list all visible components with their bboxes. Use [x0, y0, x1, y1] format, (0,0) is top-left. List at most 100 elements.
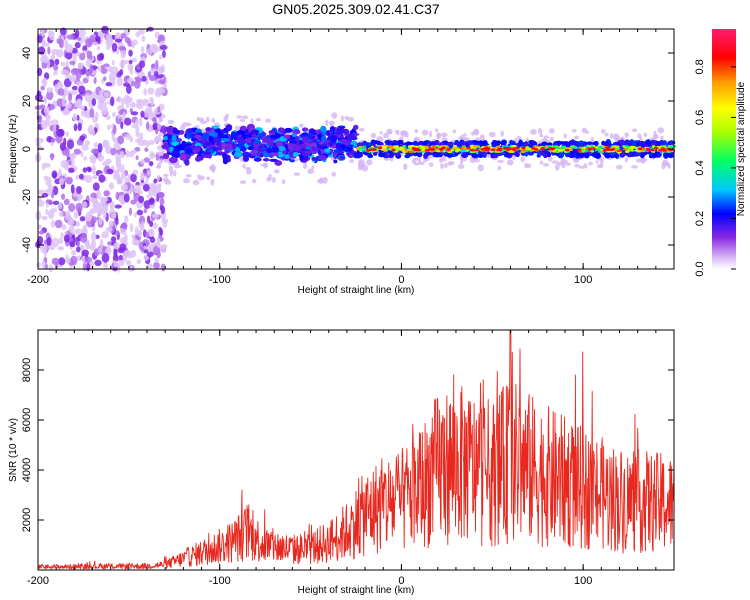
haze-blob: [250, 118, 254, 124]
haze-blob: [180, 124, 186, 131]
haze-blob: [500, 130, 504, 137]
haze-blob: [600, 129, 606, 134]
noise-blob: [82, 45, 88, 52]
noise-blob: [129, 223, 134, 233]
haze-blob: [609, 132, 613, 139]
band-blob: [241, 133, 247, 139]
noise-blob: [58, 38, 64, 48]
noise-blob: [65, 51, 73, 60]
band-blob: [175, 144, 184, 151]
noise-blob: [52, 200, 60, 206]
haze-blob: [452, 129, 457, 134]
band-blob: [292, 152, 299, 157]
colorbar-tick-label: 0.4: [694, 160, 706, 175]
band-blob: [439, 142, 446, 147]
noise-blob: [36, 261, 41, 268]
noise-blob: [136, 259, 142, 265]
noise-blob: [133, 184, 142, 194]
spectrogram-xtick-label: 0: [398, 274, 404, 286]
noise-blob: [76, 185, 82, 195]
noise-blob: [53, 64, 59, 71]
noise-blob: [84, 140, 91, 146]
noise-blob: [96, 189, 101, 200]
band-blob: [546, 152, 552, 158]
haze-blob: [590, 136, 594, 143]
band-blob: [635, 142, 640, 148]
noise-blob: [51, 257, 60, 266]
noise-blob: [120, 97, 125, 108]
noise-blob: [82, 167, 88, 173]
noise-blob: [91, 165, 97, 175]
noise-blob: [45, 176, 52, 187]
spectrogram-signal-band: [161, 123, 677, 166]
colorbar: 0.0 0.2 0.4 0.6 0.8 Normalized spectral ampl…: [694, 29, 747, 277]
band-peak: [521, 146, 526, 150]
band-blob: [330, 135, 338, 142]
band-core: [511, 144, 517, 148]
band-core: [451, 146, 458, 150]
noise-blob: [79, 216, 86, 222]
noise-blob: [159, 244, 166, 253]
haze-blob: [657, 127, 665, 134]
colorbar-label: Normalized spectral amplitude: [736, 81, 747, 216]
noise-blob: [34, 94, 43, 102]
haze-blob: [251, 178, 257, 184]
band-blob: [202, 142, 207, 149]
noise-blob: [97, 142, 103, 153]
noise-blob: [85, 70, 91, 77]
band-blob: [205, 127, 212, 132]
haze-blob: [551, 160, 559, 164]
band-blob: [216, 151, 225, 156]
band-blob: [194, 134, 202, 139]
noise-blob: [120, 121, 124, 130]
noise-blob: [140, 46, 145, 54]
spectrogram-ytick-label: 0: [21, 146, 33, 152]
noise-blob: [116, 71, 122, 78]
band-core: [526, 147, 533, 150]
band-core: [614, 147, 620, 150]
band-blob: [406, 141, 413, 146]
haze-blob: [562, 160, 569, 164]
band-blob: [356, 142, 363, 147]
band-blob: [237, 136, 244, 144]
noise-blob: [69, 60, 76, 65]
noise-blob: [120, 171, 126, 180]
band-blob: [269, 134, 279, 139]
noise-blob: [75, 174, 81, 180]
band-blob: [353, 153, 359, 159]
band-core: [555, 146, 560, 150]
noise-blob: [139, 132, 144, 140]
noise-blob: [65, 147, 70, 158]
haze-blob: [463, 133, 467, 137]
noise-blob: [119, 243, 127, 252]
noise-blob: [115, 96, 122, 103]
spectrogram-ytick-label: 20: [21, 95, 33, 107]
haze-blob: [637, 133, 642, 139]
band-blob: [346, 133, 356, 141]
snr-series-line: [37, 329, 675, 570]
colorbar-gradient: [712, 29, 736, 269]
band-blob: [236, 130, 245, 134]
noise-blob: [70, 184, 75, 194]
noise-blob: [120, 33, 127, 39]
noise-blob: [126, 103, 130, 109]
haze-blob: [429, 130, 433, 138]
noise-blob: [88, 129, 96, 136]
haze-blob: [599, 163, 604, 167]
noise-blob: [40, 27, 45, 37]
noise-blob: [58, 257, 66, 266]
noise-blob: [59, 177, 65, 186]
noise-blob: [140, 247, 145, 252]
band-blob: [418, 140, 425, 146]
haze-blob: [459, 160, 463, 165]
band-blob: [665, 152, 673, 157]
noise-blob: [98, 217, 103, 225]
band-blob: [523, 141, 529, 148]
noise-blob: [78, 63, 84, 70]
band-peak: [484, 146, 489, 149]
haze-blob: [200, 120, 207, 125]
band-blob: [333, 159, 338, 164]
haze-blob: [661, 159, 669, 166]
